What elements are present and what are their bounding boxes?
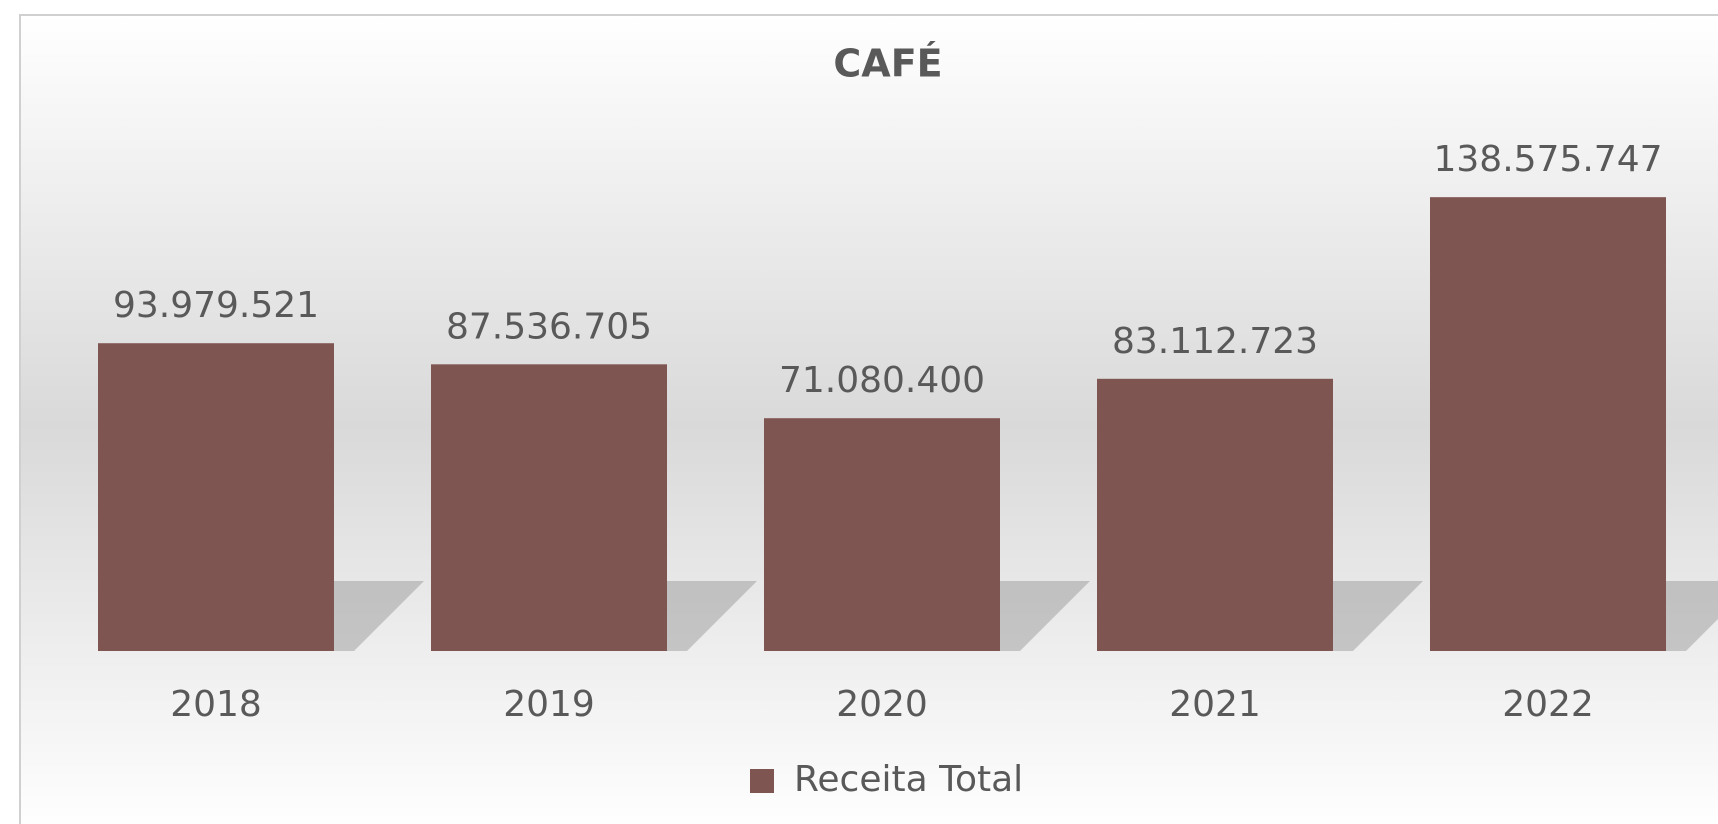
legend-swatch <box>750 769 774 793</box>
value-label: 87.536.705 <box>446 306 652 347</box>
x-tick-label: 2021 <box>1169 684 1261 725</box>
chart-title: CAFÉ <box>833 42 942 86</box>
x-tick-label: 2020 <box>836 684 928 725</box>
value-label: 71.080.400 <box>779 360 985 401</box>
bar <box>1430 197 1666 651</box>
bar <box>98 343 334 651</box>
x-tick-label: 2022 <box>1502 684 1594 725</box>
value-label: 138.575.747 <box>1433 139 1662 180</box>
bar-shadow <box>1666 581 1718 651</box>
bar <box>764 418 1000 651</box>
bar <box>431 364 667 651</box>
value-label: 93.979.521 <box>113 285 319 326</box>
x-tick-label: 2019 <box>503 684 595 725</box>
bar-shadow <box>334 581 424 651</box>
legend-label: Receita Total <box>794 759 1023 800</box>
x-tick-label: 2018 <box>170 684 262 725</box>
bar-shadow <box>1000 581 1090 651</box>
bar <box>1097 378 1333 651</box>
value-label: 83.112.723 <box>1112 321 1318 362</box>
bar-shadow <box>667 581 757 651</box>
bar-shadow <box>1333 581 1423 651</box>
